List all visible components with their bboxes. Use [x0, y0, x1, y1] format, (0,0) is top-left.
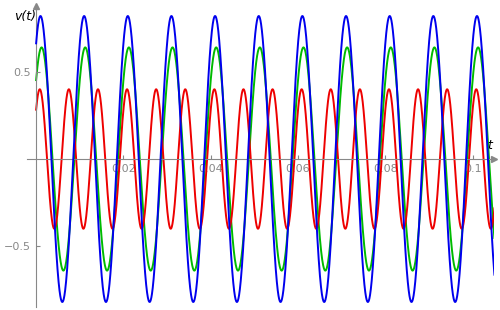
Text: t: t — [488, 139, 492, 152]
Text: v(t): v(t) — [14, 10, 36, 23]
